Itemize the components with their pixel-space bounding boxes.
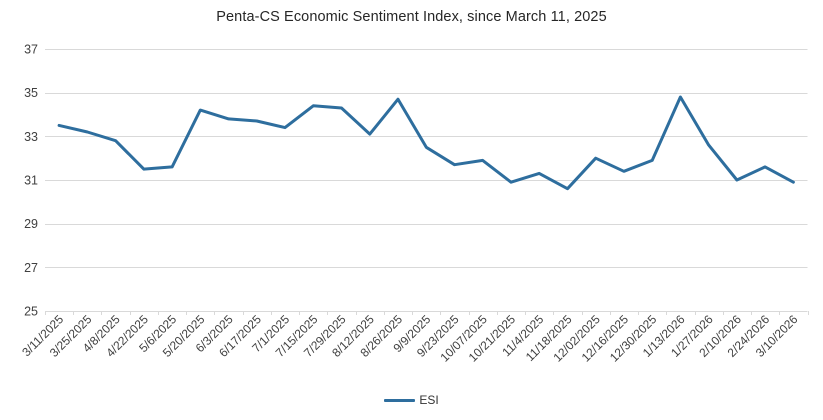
y-axis-label-31: 31 xyxy=(24,174,38,188)
y-axis-label-33: 33 xyxy=(24,130,38,144)
y-axis-label-37: 37 xyxy=(24,43,38,57)
y-axis-label-27: 27 xyxy=(24,261,38,275)
y-axis-label-25: 25 xyxy=(24,305,38,319)
series-line-esi xyxy=(57,95,795,191)
chart-title: Penta-CS Economic Sentiment Index, since… xyxy=(216,9,607,25)
y-axis-label-35: 35 xyxy=(24,86,38,100)
y-axis-label-29: 29 xyxy=(24,217,38,231)
legend-line-swatch xyxy=(384,398,416,402)
legend-label-esi: ESI xyxy=(419,393,439,407)
legend: ESI xyxy=(0,392,823,408)
